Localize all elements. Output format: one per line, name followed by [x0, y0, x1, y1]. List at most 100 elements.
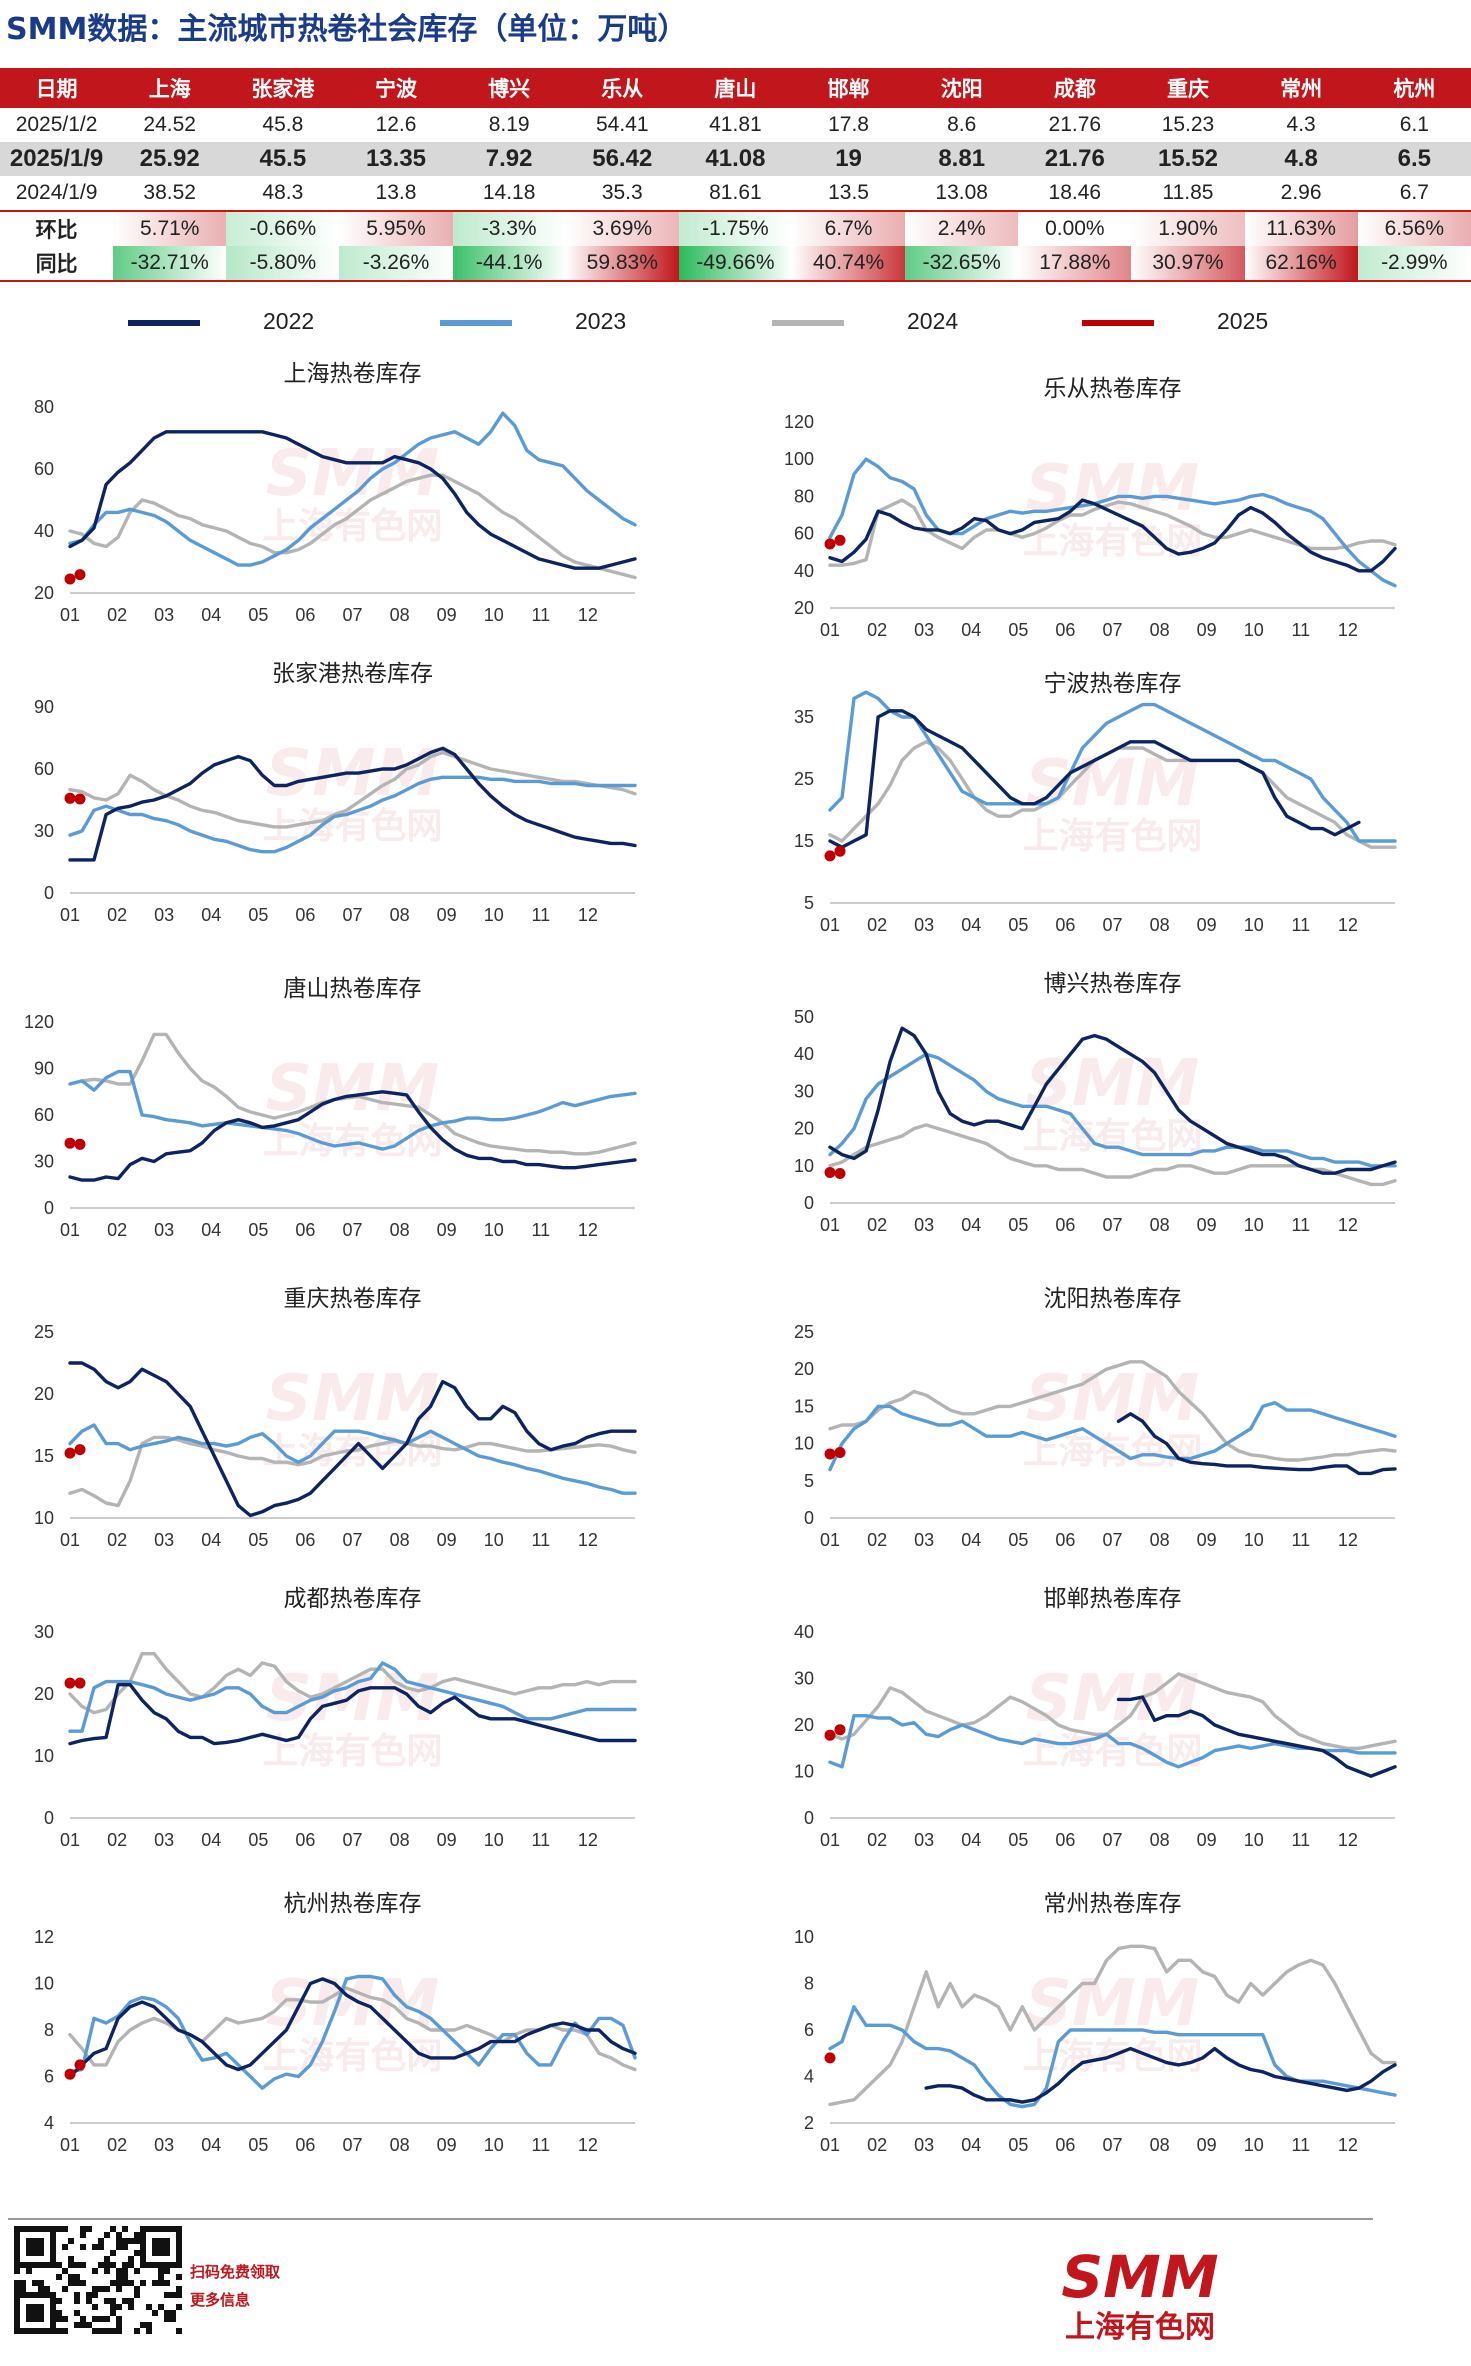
x-tick-label: 03 [154, 605, 174, 625]
x-tick-label: 09 [437, 605, 457, 625]
y-tick-label: 60 [34, 459, 54, 479]
y-tick-label: 50 [794, 1007, 814, 1027]
legend-label: 2023 [575, 308, 627, 334]
footer-divider [8, 2218, 1373, 2220]
y-tick-label: 5 [804, 1471, 814, 1491]
watermark-cn: 上海有色网 [262, 1121, 442, 1162]
tongbi-cell: -5.80% [226, 246, 340, 282]
y-tick-label: 10 [34, 1508, 54, 1528]
x-tick-label: 09 [1197, 1530, 1217, 1550]
chart-chengdu: SMM 上海有色网 成都热卷库存 0 10 20 30 01 02 03 04 05 06 07 08 09 1… [0, 1586, 700, 1860]
x-tick-label: 05 [1008, 1830, 1028, 1850]
x-tick-label: 02 [867, 620, 887, 640]
x-tick-label: 09 [437, 1530, 457, 1550]
tongbi-row: 同比 -32.71% -5.80% -3.26% -44.1% 59.83% -49.66%… [0, 246, 1471, 282]
x-tick-label: 08 [1150, 1530, 1170, 1550]
x-tick-label: 01 [820, 2135, 840, 2155]
x-tick-label: 05 [248, 1830, 268, 1850]
watermark-logo: SMM [1026, 1362, 1199, 1436]
series-point-2025 [824, 538, 836, 550]
huanbi-cell: 0.00% [1018, 210, 1132, 246]
x-tick-label: 12 [578, 605, 598, 625]
watermark-cn: 上海有色网 [262, 2036, 442, 2077]
header-city: 上海 [113, 68, 227, 108]
legend-label: 2025 [1217, 308, 1269, 334]
qr-caption-line1: 扫码免费领取 [190, 2263, 281, 2281]
x-tick-label: 12 [1338, 2135, 1358, 2155]
x-tick-label: 01 [60, 905, 80, 925]
x-tick-label: 06 [295, 1220, 315, 1240]
qr-caption: 扫码免费领取 更多信息 [190, 2258, 280, 2314]
x-tick-label: 03 [154, 1830, 174, 1850]
header-city: 唐山 [678, 68, 792, 108]
x-tick-label: 05 [248, 605, 268, 625]
table-cell: 12.6 [375, 113, 417, 136]
header-city: 乐从 [565, 68, 679, 108]
y-tick-label: 15 [794, 831, 814, 851]
x-tick-label: 08 [390, 605, 410, 625]
huanbi-cell: 1.90% [1131, 210, 1245, 246]
series-line-2023 [828, 690, 1397, 843]
series-point-2025 [834, 1724, 846, 1736]
x-tick-label: 08 [390, 2135, 410, 2155]
table-cell: 7.92 [452, 142, 566, 176]
header-city: 成都 [1018, 68, 1132, 108]
series-line-2022 [1116, 1695, 1397, 1778]
table-cell: 15.23 [1161, 113, 1215, 136]
y-tick-label: 20 [794, 1359, 814, 1379]
watermark-logo: SMM [1026, 452, 1199, 526]
x-tick-label: 12 [1338, 1830, 1358, 1850]
y-tick-label: 10 [794, 1434, 814, 1454]
series-line-2023 [68, 775, 637, 854]
table-cell: 13.35 [339, 142, 453, 176]
y-tick-label: 15 [794, 1396, 814, 1416]
table-cell: 41.81 [709, 113, 762, 136]
x-tick-label: 07 [1102, 1530, 1122, 1550]
x-tick-label: 07 [342, 905, 362, 925]
row-date: 2025/1/9 [0, 142, 114, 176]
x-tick-label: 01 [820, 1530, 840, 1550]
chart-lecong: SMM 上海有色网 乐从热卷库存 20 40 60 80 100 120 01 02 03 04 05 06… [760, 376, 1460, 650]
y-tick-label: 0 [804, 1808, 814, 1828]
x-tick-label: 10 [484, 905, 504, 925]
series-point-2025 [834, 845, 846, 857]
table-cell: 45.5 [226, 142, 340, 176]
y-tick-label: 6 [804, 2020, 814, 2040]
header-date: 日期 [0, 68, 114, 108]
series-line-2023 [828, 457, 1397, 588]
table-cell: 6.1 [1399, 113, 1429, 136]
chart-title: 乐从热卷库存 [1044, 376, 1182, 402]
y-tick-label: 60 [34, 1105, 54, 1125]
x-tick-label: 03 [914, 1830, 934, 1850]
x-tick-label: 03 [154, 2135, 174, 2155]
table-cell: 17.8 [828, 113, 869, 136]
table-cell: 13.5 [828, 181, 869, 204]
x-tick-label: 08 [1150, 1830, 1170, 1850]
y-tick-label: 12 [34, 1927, 54, 1947]
series-line-2022 [924, 2046, 1397, 2104]
x-tick-label: 01 [60, 1530, 80, 1550]
table-cell: 41.08 [678, 142, 792, 176]
series-line-2022 [68, 746, 637, 862]
table-row: 2024/1/9 38.52 48.3 13.8 14.18 35.3 81.61 13.5 1… [0, 176, 1471, 211]
x-tick-label: 06 [295, 2135, 315, 2155]
y-tick-label: 20 [34, 1384, 54, 1404]
table-cell: 11.85 [1162, 181, 1214, 204]
y-tick-label: 0 [44, 1198, 54, 1218]
series-point-2025 [834, 534, 846, 546]
y-tick-label: 100 [784, 449, 814, 469]
y-tick-label: 0 [44, 1808, 54, 1828]
y-tick-label: 40 [34, 521, 54, 541]
x-tick-label: 10 [1244, 915, 1264, 935]
tongbi-cell: -2.99% [1357, 246, 1471, 282]
header-city: 杭州 [1357, 68, 1471, 108]
y-tick-label: 30 [34, 1152, 54, 1172]
series-line-2023 [68, 1423, 637, 1495]
series-point-2025 [64, 1137, 76, 1149]
y-tick-label: 6 [44, 2067, 54, 2087]
x-tick-label: 09 [437, 905, 457, 925]
smm-logo-cn: 上海有色网 [1065, 2310, 1215, 2345]
